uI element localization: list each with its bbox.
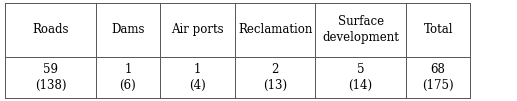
Text: Air ports: Air ports bbox=[172, 23, 224, 36]
Text: 1
(6): 1 (6) bbox=[119, 63, 136, 92]
Text: Dams: Dams bbox=[111, 23, 145, 36]
Text: Total: Total bbox=[423, 23, 453, 36]
Text: 59
(138): 59 (138) bbox=[35, 63, 66, 92]
Text: Roads: Roads bbox=[32, 23, 69, 36]
Text: 1
(4): 1 (4) bbox=[189, 63, 206, 92]
Text: 5
(14): 5 (14) bbox=[348, 63, 373, 92]
Text: 68
(175): 68 (175) bbox=[422, 63, 454, 92]
Text: 2
(13): 2 (13) bbox=[263, 63, 287, 92]
Text: Reclamation: Reclamation bbox=[238, 23, 312, 36]
Text: Surface
development: Surface development bbox=[322, 15, 399, 44]
